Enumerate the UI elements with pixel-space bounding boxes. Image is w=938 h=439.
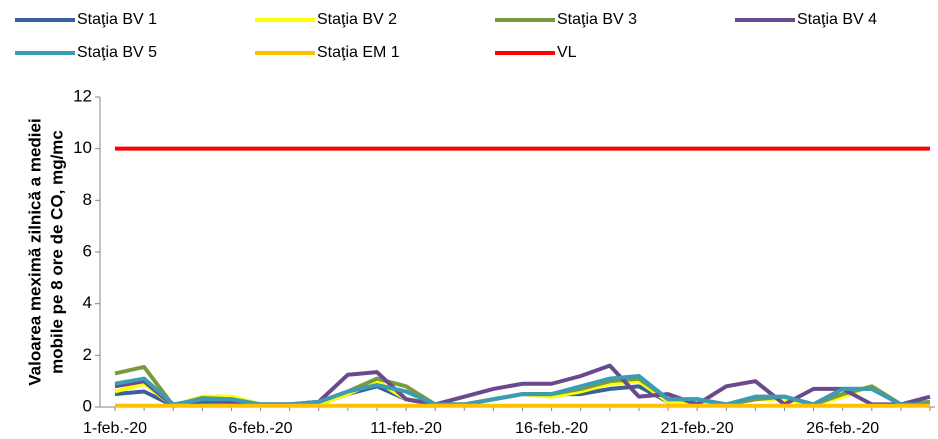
legend-label: Staţia BV 5 bbox=[77, 44, 157, 61]
legend-label: Staţia BV 4 bbox=[797, 11, 877, 28]
y-tick-label: 4 bbox=[83, 293, 92, 312]
legend-label: Staţia BV 3 bbox=[557, 11, 637, 28]
legend-label: Staţia EM 1 bbox=[317, 44, 400, 61]
y-axis-label: Valoarea meximă zilnică a mediei bbox=[25, 118, 44, 385]
y-axis-label: mobile pe 8 ore de CO, mg/mc bbox=[47, 130, 66, 374]
x-tick-label: 16-feb.-20 bbox=[515, 420, 588, 437]
series-line bbox=[114, 374, 930, 407]
legend-label: VL bbox=[557, 44, 577, 61]
y-tick-label: 10 bbox=[73, 138, 92, 157]
legend-label: Staţia BV 2 bbox=[317, 11, 397, 28]
y-tick-label: 12 bbox=[73, 86, 92, 105]
x-tick-label: 6-feb.-20 bbox=[229, 420, 293, 437]
legend-label: Staţia BV 1 bbox=[77, 11, 157, 28]
x-tick-label: 11-feb.-20 bbox=[370, 420, 442, 437]
x-tick-label: 26-feb.-20 bbox=[806, 420, 879, 437]
y-tick-label: 0 bbox=[83, 396, 92, 415]
y-tick-label: 2 bbox=[83, 345, 92, 364]
x-tick-label: 21-feb.-20 bbox=[661, 420, 734, 437]
y-tick-label: 6 bbox=[83, 241, 92, 260]
x-tick-label: 1-feb.-20 bbox=[83, 420, 147, 437]
y-tick-label: 8 bbox=[83, 190, 92, 209]
